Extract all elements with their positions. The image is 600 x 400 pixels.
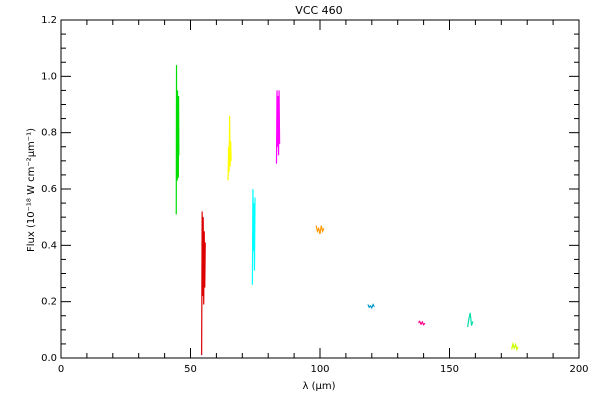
y-tick-label: 1.0 xyxy=(41,71,57,82)
series-line-9 xyxy=(467,312,474,328)
x-tick-label: 50 xyxy=(184,364,197,375)
series-line-3 xyxy=(227,115,232,181)
tick-labels: 0 50 100 150 200 0.0 0.2 0.4 0.6 0.8 1.0 1.2 xyxy=(41,15,588,375)
series-line-1 xyxy=(175,65,180,215)
series-line-4 xyxy=(251,188,256,285)
y-tick-label: 0.2 xyxy=(41,297,57,308)
series-line-6 xyxy=(315,225,325,235)
y-axis-label: Flux (10⁻¹⁸ W cm⁻²μm⁻¹) xyxy=(26,128,37,252)
x-tick-label: 150 xyxy=(440,364,459,375)
chart-title: VCC 460 xyxy=(295,4,342,17)
y-tick-label: 0.8 xyxy=(41,128,57,139)
y-tick-label: 0.6 xyxy=(41,184,57,195)
y-tick-label: 1.2 xyxy=(41,15,57,26)
series-line-7 xyxy=(367,303,375,310)
series-line-10 xyxy=(511,341,519,352)
series-line-5 xyxy=(275,90,281,164)
x-tick-label: 0 xyxy=(58,364,64,375)
series-line-2 xyxy=(201,211,206,356)
x-tick-label: 100 xyxy=(310,364,329,375)
series-group xyxy=(175,65,519,356)
x-axis-label: λ (μm) xyxy=(302,381,335,392)
x-tick-label: 200 xyxy=(569,364,588,375)
ticks xyxy=(60,19,580,359)
series-line-8 xyxy=(417,320,426,326)
plot-frame xyxy=(60,19,580,359)
y-tick-label: 0.4 xyxy=(41,240,57,251)
y-tick-label: 0.0 xyxy=(41,353,57,364)
